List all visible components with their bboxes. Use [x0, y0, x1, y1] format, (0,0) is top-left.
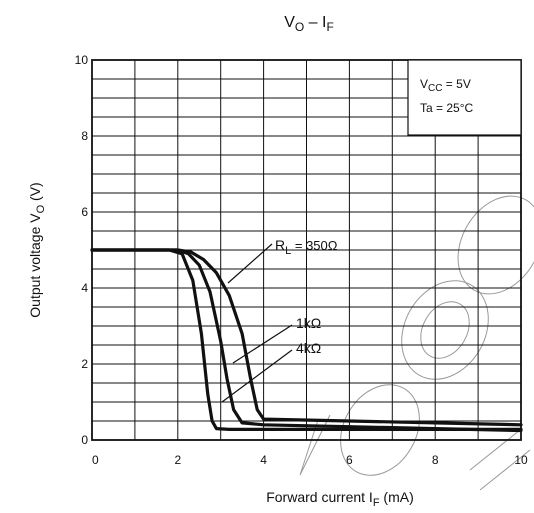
- x-tick-label: 0: [92, 453, 99, 467]
- x-tick-label: 8: [432, 453, 439, 467]
- x-tick-labels: 0 2 4 6 8 10: [92, 453, 528, 467]
- conditions-frame: [407, 59, 522, 136]
- conditions-ta: Ta = 25°C: [420, 101, 473, 115]
- x-tick-label: 2: [174, 453, 181, 467]
- y-axis-label-sub: O: [35, 204, 47, 213]
- series-lines: [90, 248, 523, 433]
- conditions-vcc: VCC = 5V: [420, 77, 471, 94]
- x-tick-label: 6: [346, 453, 353, 467]
- x-tick-label: 4: [260, 453, 267, 467]
- y-tick-label: 0: [81, 433, 88, 447]
- x-axis-label-unit: (mA): [380, 489, 414, 505]
- series-label-4k: 4kΩ: [296, 340, 321, 356]
- x-axis-label-sub: F: [373, 497, 380, 509]
- leader-1k: [232, 324, 293, 364]
- series-label-rl350: RL = 350Ω: [275, 237, 338, 257]
- series-label-1k: 1kΩ: [296, 315, 321, 331]
- conditions-box: VCC = 5V Ta = 25°C: [407, 59, 522, 136]
- y-tick-label: 6: [81, 205, 88, 219]
- series-line-4k: [90, 248, 523, 431]
- chart-title-sep: – I: [304, 14, 326, 31]
- y-tick-label: 8: [81, 129, 88, 143]
- x-tick-label: 10: [514, 453, 528, 467]
- chart-title: VO – IF: [284, 14, 334, 34]
- chart-title-sub1: O: [295, 20, 304, 34]
- series-label-rl350-value: = 350Ω: [291, 238, 338, 253]
- chart-title-sub2: F: [326, 20, 333, 34]
- y-tick-labels: 0 2 4 6 8 10: [75, 53, 89, 447]
- conditions-vcc-value: = 5V: [442, 77, 470, 91]
- y-axis-label-unit: (V): [27, 182, 43, 205]
- leader-rl350: [227, 243, 273, 284]
- series-annotations: RL = 350Ω 1kΩ 4kΩ: [221, 237, 338, 403]
- y-tick-label: 2: [81, 357, 88, 371]
- y-tick-label: 10: [75, 53, 89, 67]
- x-axis-label: Forward current IF (mA): [266, 489, 414, 509]
- series-label-rl350-sub: L: [285, 245, 291, 257]
- watermark: [299, 195, 534, 491]
- conditions-vcc-sub: CC: [428, 83, 442, 94]
- y-tick-label: 4: [81, 281, 88, 295]
- series-line-1k: [90, 248, 523, 433]
- leader-4k: [221, 349, 293, 403]
- y-axis-label: Output voltage VO (V): [27, 182, 47, 317]
